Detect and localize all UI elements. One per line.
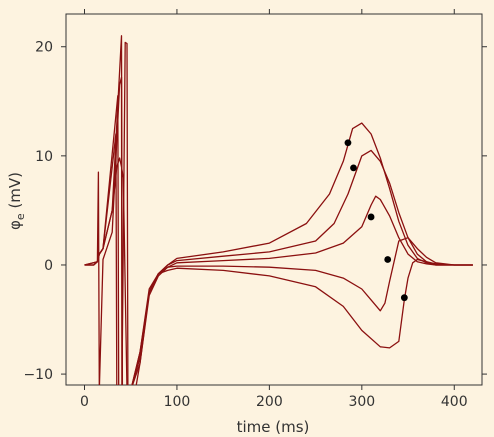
y-tick-label: 0 [44, 258, 53, 274]
axes [65, 13, 483, 386]
series-markers [344, 139, 408, 302]
x-tick-label: 100 [164, 394, 191, 410]
series-lines [84, 35, 473, 385]
x-tick-label: 300 [348, 394, 375, 410]
plot-frame [65, 13, 483, 386]
series-marker-1 [344, 139, 352, 147]
x-tick-label: 400 [441, 394, 468, 410]
y-tick-label: −10 [23, 367, 53, 383]
y-tick-label: 20 [35, 40, 53, 56]
series-line-2 [84, 35, 473, 385]
series-marker-2 [350, 164, 357, 172]
series-marker-5 [400, 294, 408, 302]
x-axis-title: time (ms) [237, 418, 310, 436]
y-axis-title: φe (mV) [6, 172, 27, 230]
y-axis-title-unit: (mV) [6, 172, 24, 213]
series-line-3 [84, 157, 473, 385]
x-tick-label: 200 [256, 394, 283, 410]
series-line-5 [84, 95, 473, 385]
series-line-4 [84, 133, 473, 385]
y-tick-label: 10 [35, 149, 53, 165]
x-tick-label: 0 [80, 394, 89, 410]
series-marker-3 [367, 213, 375, 221]
y-axis-title-symbol: φ [6, 220, 24, 230]
series-marker-4 [384, 256, 392, 263]
y-axis-title-subscript: e [14, 213, 27, 220]
ticks: 0 100 200 300 400 −10 0 10 20 [23, 9, 487, 410]
